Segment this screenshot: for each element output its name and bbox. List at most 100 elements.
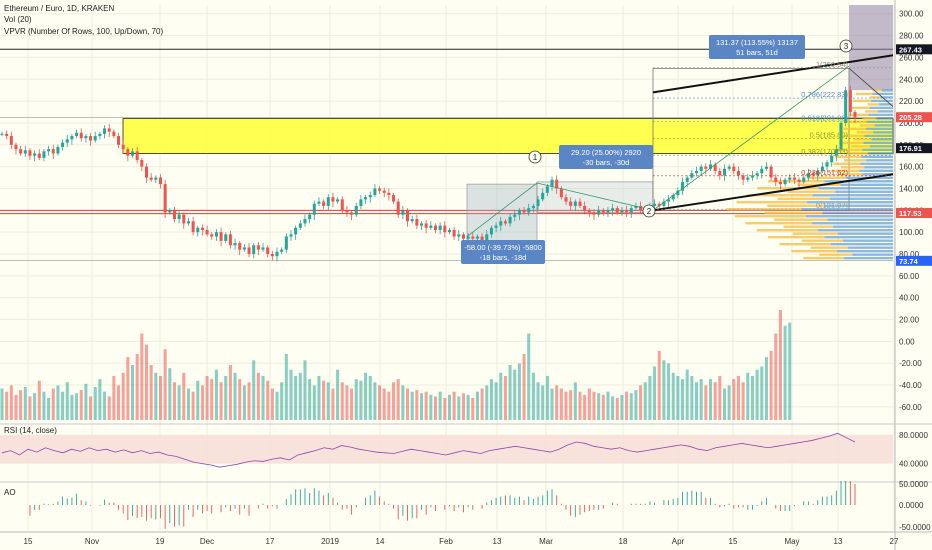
candle-body — [117, 136, 121, 145]
candle-body — [424, 223, 428, 228]
volume-bar — [56, 385, 60, 420]
volume-bar — [144, 344, 149, 420]
volume-bar — [382, 388, 386, 420]
volume-bar — [284, 354, 288, 420]
price-tag — [896, 44, 932, 55]
candle-body — [545, 186, 549, 193]
vpvr-row-up — [862, 148, 893, 152]
candle-body — [676, 190, 680, 196]
candle-body — [699, 166, 703, 171]
volume-bar — [396, 379, 400, 420]
vpvr-row-down — [853, 99, 872, 103]
candle-body — [517, 210, 521, 215]
rsi-tick: 80.0000 — [899, 431, 928, 440]
time-tick: Apr — [672, 537, 685, 546]
fib-label: 0(121.07) — [816, 201, 849, 210]
candle-body — [317, 201, 321, 204]
candle-body — [210, 234, 214, 237]
candle-body — [336, 199, 340, 202]
candle-body — [280, 249, 284, 252]
volume-bar — [103, 391, 107, 420]
candle-body — [89, 136, 93, 141]
volume-bar — [587, 388, 591, 420]
candle-body — [326, 197, 330, 206]
volume-bar — [172, 382, 176, 420]
vpvr-row-down — [870, 96, 881, 99]
vpvr-row-down — [745, 222, 812, 225]
volume-bar — [573, 382, 577, 420]
volume-bar — [494, 382, 498, 420]
volume-bar — [485, 385, 489, 420]
candle-body — [806, 173, 810, 178]
volume-bar — [275, 391, 279, 420]
candlesticks — [0, 85, 857, 262]
candle-body — [592, 212, 596, 215]
candle-body — [774, 177, 778, 182]
volume-bar — [741, 382, 745, 420]
candle-body — [811, 173, 815, 176]
volume-bar — [359, 380, 363, 420]
candle-body — [550, 179, 554, 187]
measure-box-1 — [466, 183, 538, 242]
vpvr-row-up — [840, 183, 893, 186]
volume-bar — [303, 360, 307, 420]
volume-bar — [228, 365, 232, 420]
volume-bar — [368, 376, 372, 420]
volume-bar — [392, 382, 396, 420]
time-tick: 14 — [376, 537, 385, 546]
candle-body — [294, 227, 298, 235]
volume-bar — [643, 382, 647, 420]
volume-bar — [433, 396, 438, 420]
candle-body — [98, 133, 102, 137]
volume-bar — [256, 372, 260, 420]
volume-bar — [210, 379, 214, 420]
volume-bar — [783, 325, 787, 420]
vpvr-row-up — [874, 124, 893, 127]
candle-body — [378, 188, 382, 191]
volume-bar — [788, 322, 792, 420]
vpvr-row-down — [865, 110, 878, 113]
time-axis[interactable]: 15 Nov 19 Dec 17 2019 14 Feb 13 Mar 18 Apr 15 May 13 27 — [0, 531, 932, 546]
volume-bar — [653, 366, 657, 420]
ao-tick: 0.0000 — [899, 501, 924, 510]
candle-body — [746, 177, 750, 180]
annotations: -58.00 (-39.73%) -5800-18 bars, -18d 29.2… — [461, 35, 805, 264]
vpvr-row-down — [867, 103, 880, 106]
candle-body — [130, 151, 135, 156]
vpvr-row-down — [837, 173, 863, 176]
candle-body — [205, 229, 209, 235]
candle-body — [219, 232, 223, 241]
candle-body — [611, 208, 615, 211]
volume-bar — [415, 390, 419, 420]
candle-body — [387, 192, 391, 196]
candle-body — [718, 171, 722, 176]
candle-body — [732, 166, 736, 171]
candle-body — [625, 210, 629, 213]
vpvr-row-up — [861, 155, 893, 159]
volume-bar — [541, 385, 545, 420]
volume-bar — [424, 391, 428, 420]
candle-body — [527, 208, 531, 213]
volume-bar — [312, 385, 316, 420]
fib-label: 0.786(222.83) — [801, 90, 848, 99]
candle-body — [452, 229, 456, 237]
vpvr-row-down — [726, 208, 802, 211]
vpvr-row-up — [866, 159, 893, 162]
vpvr-row-down — [835, 155, 862, 159]
candle-body — [359, 199, 363, 206]
volume-bar — [447, 394, 451, 420]
vpvr-row-up — [860, 162, 893, 166]
measure-annotation-line2: -18 bars, -18d — [480, 253, 527, 262]
candle-body — [764, 166, 768, 169]
volume-bar — [480, 388, 484, 420]
candle-body — [690, 173, 694, 178]
candle-body — [657, 203, 661, 206]
vpvr-row-down — [844, 159, 867, 162]
vpvr-row-down — [837, 148, 863, 152]
price-tag-label: 267.43 — [899, 45, 922, 54]
vpvr-row-down — [783, 225, 833, 228]
candle-body — [839, 122, 843, 150]
volume-bar — [555, 385, 559, 420]
volume-bar — [247, 382, 251, 420]
